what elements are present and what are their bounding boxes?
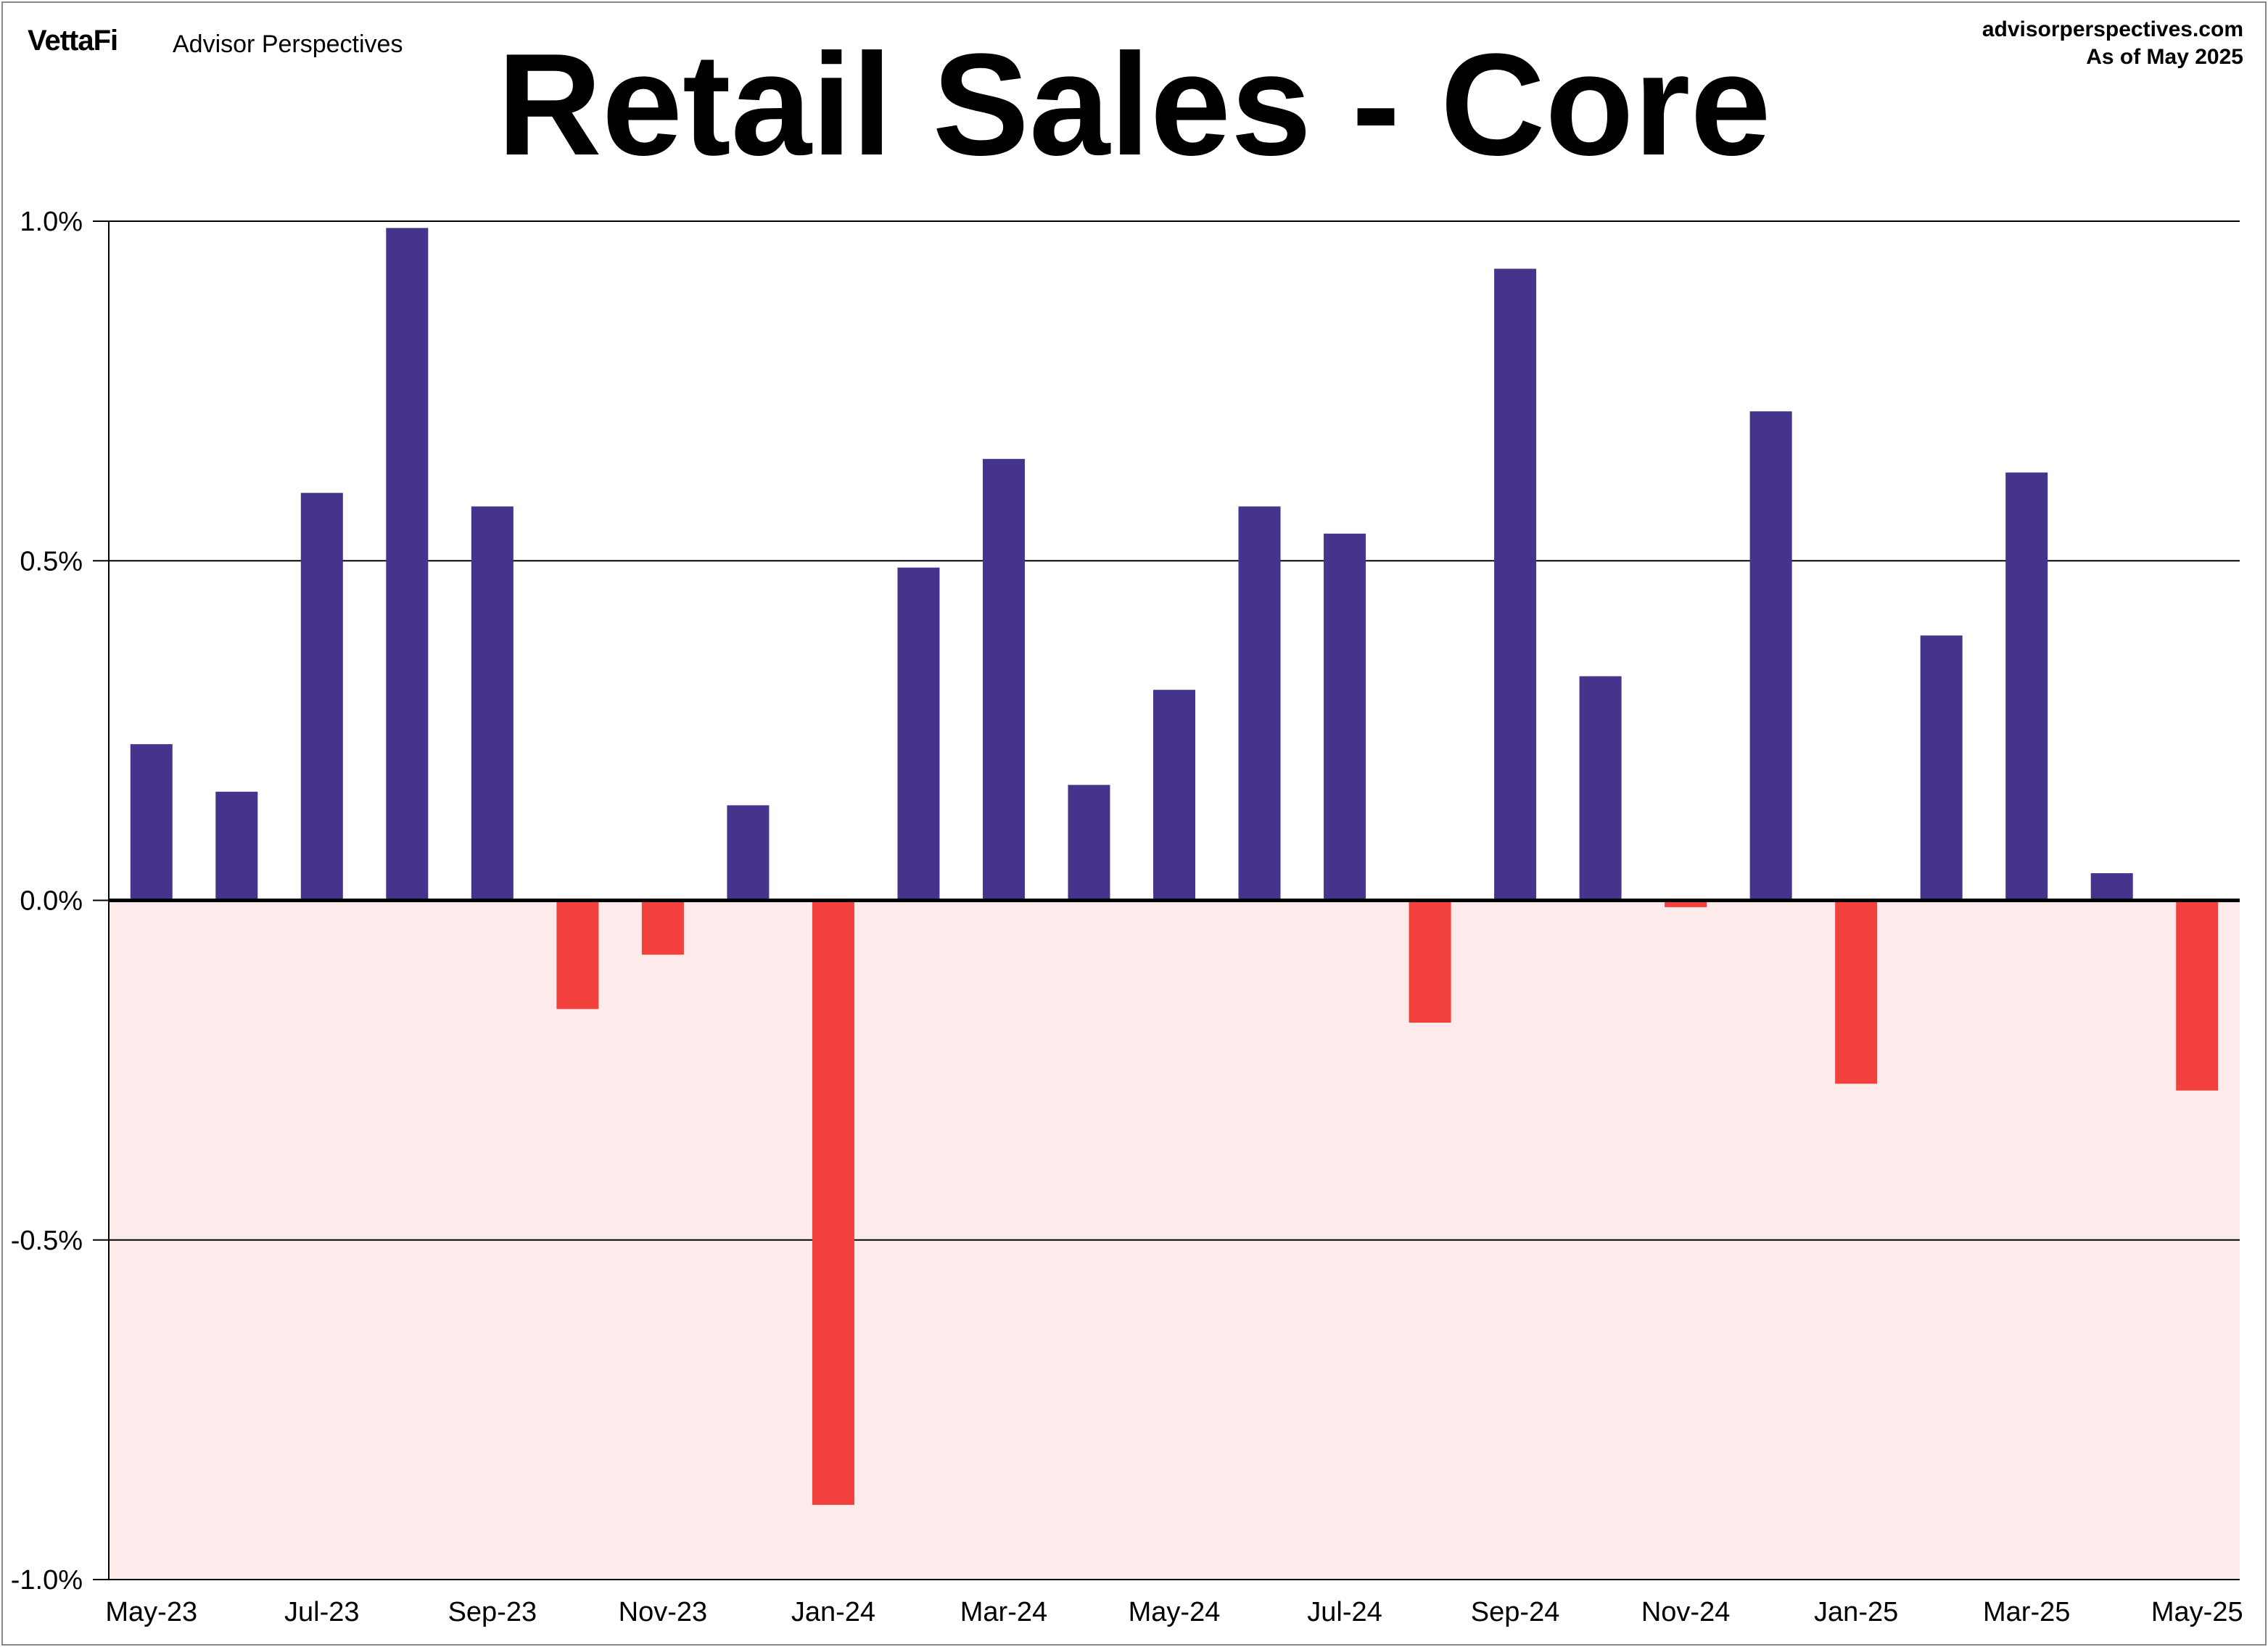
source-info: advisorperspectives.com As of May 2025 (1982, 16, 2243, 71)
y-tick-label: 0.5% (20, 546, 83, 577)
x-tick-label: Mar-24 (960, 1597, 1047, 1627)
y-tick-label: -1.0% (11, 1565, 83, 1596)
bar-Jan-25 (1835, 900, 1878, 1084)
y-tick-label: 0.0% (20, 886, 83, 917)
bar-Feb-25 (1920, 635, 1963, 901)
brand-name: Advisor Perspectives (173, 30, 403, 58)
as-of-date: As of May 2025 (2086, 45, 2243, 69)
x-axis: May-23 Jul-23 Sep-23 Nov-23 Jan-24 Mar-24 May-… (105, 1597, 2243, 1627)
bar-Sep-24 (1494, 268, 1537, 901)
bar-May-25 (2176, 900, 2219, 1091)
bar-Apr-25 (2090, 873, 2133, 901)
y-axis: 1.0% 0.5% 0.0% -0.5% -1.0% (11, 207, 109, 1596)
bar-Mar-25 (2005, 472, 2048, 901)
x-tick-label: Sep-24 (1471, 1597, 1560, 1627)
gridlines (108, 220, 2240, 1580)
bar-Jul-24 (1324, 533, 1366, 901)
bar-Oct-24 (1579, 676, 1622, 901)
bar-Jun-24 (1238, 506, 1281, 901)
bar-May-24 (1153, 690, 1195, 901)
bar-Dec-23 (727, 805, 770, 901)
x-tick-label: Mar-25 (1983, 1597, 2070, 1627)
bar-Oct-23 (556, 900, 599, 1010)
x-tick-label: Nov-23 (619, 1597, 708, 1627)
y-tick-label: -0.5% (11, 1226, 83, 1256)
y-tick-label: 1.0% (20, 207, 83, 237)
x-tick-label: May-25 (2151, 1597, 2243, 1627)
bar-Jun-23 (215, 791, 258, 901)
chart-title: Retail Sales - Core (497, 24, 1771, 186)
vettafi-logo: VettaFi (28, 25, 118, 57)
site-url: advisorperspectives.com (1982, 17, 2243, 41)
bar-Jul-23 (300, 492, 343, 901)
x-tick-label: May-24 (1129, 1597, 1221, 1627)
bar-Nov-23 (641, 900, 684, 955)
bar-Aug-23 (386, 228, 429, 901)
x-tick-label: Nov-24 (1641, 1597, 1731, 1627)
x-tick-label: Jan-25 (1814, 1597, 1898, 1627)
x-tick-label: Jul-23 (284, 1597, 360, 1627)
bar-Sep-23 (471, 506, 514, 901)
bar-Apr-24 (1068, 785, 1110, 901)
bar-Aug-24 (1409, 900, 1451, 1023)
bar-Mar-24 (982, 458, 1025, 901)
x-tick-label: Sep-23 (448, 1597, 537, 1627)
x-tick-label: May-23 (105, 1597, 197, 1627)
x-tick-label: Jul-24 (1307, 1597, 1382, 1627)
bars (130, 228, 2219, 1505)
x-tick-label: Jan-24 (791, 1597, 875, 1627)
bar-Nov-24 (1665, 900, 1707, 907)
bar-Feb-24 (897, 567, 940, 901)
bar-May-23 (130, 744, 173, 901)
bar-Dec-24 (1749, 411, 1792, 901)
bar-Jan-24 (812, 900, 854, 1505)
